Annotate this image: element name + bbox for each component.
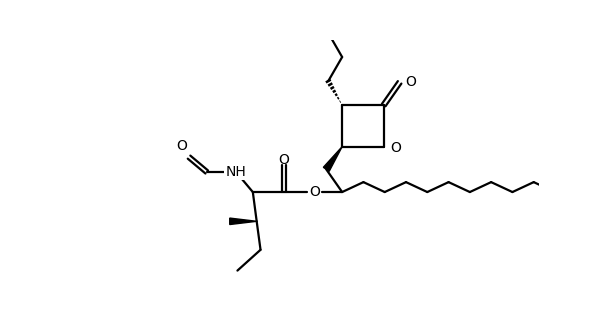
Text: O: O <box>278 153 289 167</box>
Polygon shape <box>230 218 257 224</box>
Text: O: O <box>405 75 416 88</box>
Text: O: O <box>391 141 401 155</box>
Text: O: O <box>176 139 188 153</box>
Polygon shape <box>323 147 342 171</box>
Text: O: O <box>309 185 320 199</box>
Text: NH: NH <box>226 165 247 179</box>
